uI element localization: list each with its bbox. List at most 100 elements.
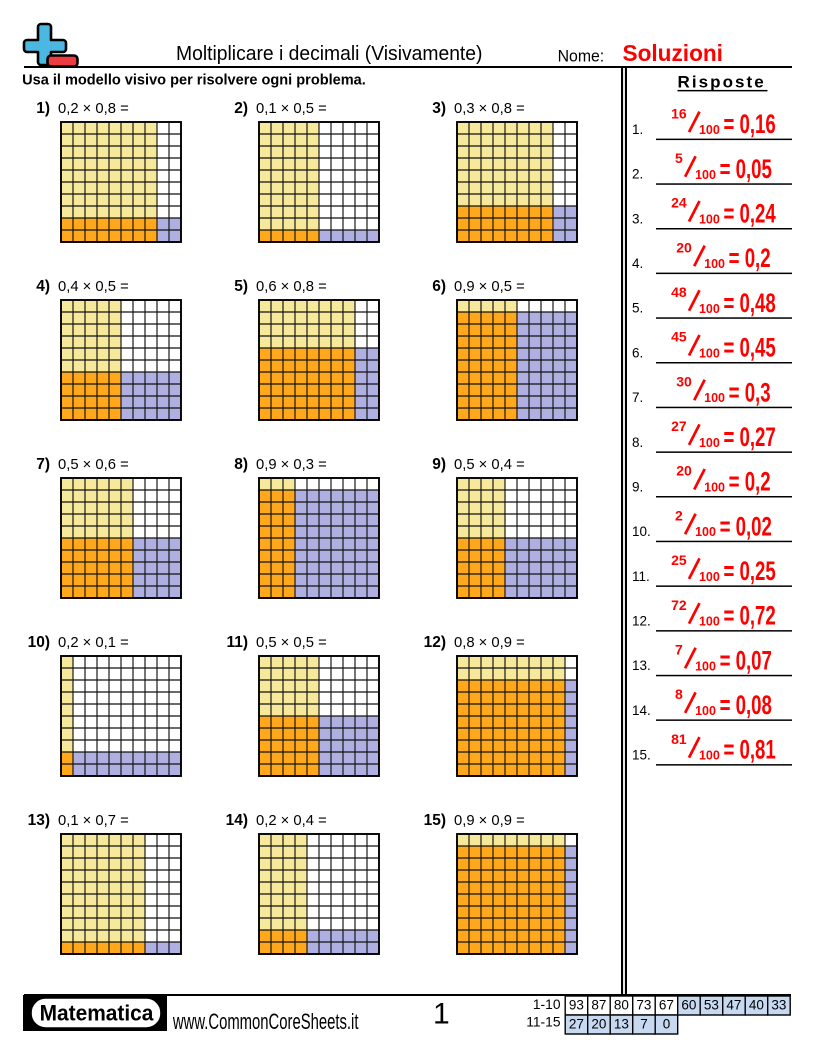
svg-text:= 0,45: = 0,45 xyxy=(723,332,775,362)
svg-text:= 0,48: = 0,48 xyxy=(723,287,775,317)
svg-text:7.: 7. xyxy=(632,390,643,405)
svg-text:0,1 × 0,5 =: 0,1 × 0,5 = xyxy=(256,101,327,117)
svg-text:Matematica: Matematica xyxy=(40,1001,155,1026)
svg-text:100: 100 xyxy=(695,168,716,182)
svg-text:Moltiplicare i decimali (Visiv: Moltiplicare i decimali (Visivamente) xyxy=(176,43,482,66)
svg-text:= 0,81: = 0,81 xyxy=(723,734,775,764)
svg-text:5: 5 xyxy=(675,150,683,166)
svg-text:48: 48 xyxy=(671,284,687,300)
svg-text:Nome:: Nome: xyxy=(558,47,605,65)
svg-text:7: 7 xyxy=(675,641,683,657)
svg-text:11.: 11. xyxy=(632,569,650,584)
svg-text:= 0,25: = 0,25 xyxy=(723,556,775,586)
svg-text:9.: 9. xyxy=(632,479,643,494)
svg-text:= 0,72: = 0,72 xyxy=(723,600,775,630)
svg-text:81: 81 xyxy=(671,731,687,747)
svg-text:10.: 10. xyxy=(632,524,651,539)
svg-text:100: 100 xyxy=(699,123,720,137)
svg-text:5): 5) xyxy=(234,278,248,295)
svg-text:4.: 4. xyxy=(632,256,643,271)
svg-text:7): 7) xyxy=(36,456,50,473)
svg-text:1-10: 1-10 xyxy=(533,997,561,1012)
svg-text:= 0,3: = 0,3 xyxy=(729,377,771,407)
svg-text:24: 24 xyxy=(671,195,687,211)
svg-text:14.: 14. xyxy=(632,703,651,718)
svg-text:80: 80 xyxy=(614,997,629,1012)
svg-text:= 0,07: = 0,07 xyxy=(720,645,772,675)
svg-text:6): 6) xyxy=(432,278,446,295)
svg-text:100: 100 xyxy=(699,302,720,316)
svg-text:27: 27 xyxy=(569,1016,584,1031)
svg-text:72: 72 xyxy=(671,597,687,613)
svg-text:67: 67 xyxy=(659,997,674,1012)
svg-text:0,5 × 0,6 =: 0,5 × 0,6 = xyxy=(58,457,129,473)
svg-text:73: 73 xyxy=(636,997,651,1012)
svg-text:8.: 8. xyxy=(632,435,643,450)
svg-text:100: 100 xyxy=(695,659,716,673)
svg-text:20: 20 xyxy=(676,239,692,255)
svg-text:8): 8) xyxy=(234,456,248,473)
svg-text:40: 40 xyxy=(749,997,764,1012)
svg-text:= 0,08: = 0,08 xyxy=(720,690,772,720)
svg-text:27: 27 xyxy=(671,418,687,434)
svg-text:60: 60 xyxy=(681,997,696,1012)
svg-text:13.: 13. xyxy=(632,658,651,673)
svg-text:100: 100 xyxy=(704,481,725,495)
svg-text:93: 93 xyxy=(569,997,584,1012)
svg-text:12.: 12. xyxy=(632,613,651,628)
svg-text:100: 100 xyxy=(699,570,720,584)
svg-text:0,3 × 0,8 =: 0,3 × 0,8 = xyxy=(454,101,525,117)
svg-text:12): 12) xyxy=(424,634,446,651)
svg-text:1.: 1. xyxy=(632,122,643,137)
svg-text:0,9 × 0,5 =: 0,9 × 0,5 = xyxy=(454,279,525,295)
svg-text:= 0,2: = 0,2 xyxy=(729,466,771,496)
svg-text:100: 100 xyxy=(699,347,720,361)
svg-text:33: 33 xyxy=(771,997,786,1012)
svg-text:www.CommonCoreSheets.it: www.CommonCoreSheets.it xyxy=(172,1010,359,1035)
svg-text:13: 13 xyxy=(614,1016,629,1031)
svg-text:100: 100 xyxy=(699,615,720,629)
svg-text:0,2 × 0,1 =: 0,2 × 0,1 = xyxy=(58,635,129,651)
svg-text:100: 100 xyxy=(704,391,725,405)
svg-text:100: 100 xyxy=(699,436,720,450)
svg-text:= 0,05: = 0,05 xyxy=(720,153,772,183)
svg-text:11): 11) xyxy=(226,634,248,651)
svg-text:11-15: 11-15 xyxy=(526,1015,561,1030)
svg-text:0,2 × 0,8 =: 0,2 × 0,8 = xyxy=(58,101,129,117)
svg-text:14): 14) xyxy=(226,812,248,829)
svg-text:20: 20 xyxy=(676,463,692,479)
svg-text:Risposte: Risposte xyxy=(678,73,766,92)
svg-text:4): 4) xyxy=(36,278,50,295)
svg-text:= 0,2: = 0,2 xyxy=(729,243,771,273)
svg-text:100: 100 xyxy=(695,704,716,718)
svg-text:0,9 × 0,9 =: 0,9 × 0,9 = xyxy=(454,813,525,829)
svg-text:0,9 × 0,3 =: 0,9 × 0,3 = xyxy=(256,457,327,473)
svg-text:Usa il modello visivo per riso: Usa il modello visivo per risolvere ogni… xyxy=(22,72,366,88)
svg-text:7: 7 xyxy=(640,1016,648,1031)
svg-text:6.: 6. xyxy=(632,345,643,360)
svg-text:45: 45 xyxy=(671,329,687,345)
svg-text:1: 1 xyxy=(433,997,450,1030)
svg-text:10): 10) xyxy=(28,634,50,651)
svg-text:9): 9) xyxy=(432,456,446,473)
svg-text:0,1 × 0,7 =: 0,1 × 0,7 = xyxy=(58,813,129,829)
svg-text:100: 100 xyxy=(695,525,716,539)
svg-text:0,4 × 0,5 =: 0,4 × 0,5 = xyxy=(58,279,129,295)
svg-text:Soluzioni: Soluzioni xyxy=(623,39,723,65)
svg-text:20: 20 xyxy=(591,1016,606,1031)
svg-text:= 0,24: = 0,24 xyxy=(723,198,775,228)
svg-text:2: 2 xyxy=(675,507,683,523)
svg-text:= 0,16: = 0,16 xyxy=(723,109,775,139)
svg-text:87: 87 xyxy=(591,997,606,1012)
svg-text:100: 100 xyxy=(699,212,720,226)
svg-text:16: 16 xyxy=(671,105,687,121)
svg-text:0,5 × 0,5 =: 0,5 × 0,5 = xyxy=(256,635,327,651)
svg-text:100: 100 xyxy=(699,749,720,763)
svg-text:5.: 5. xyxy=(632,301,643,316)
svg-text:0,6 × 0,8 =: 0,6 × 0,8 = xyxy=(256,279,327,295)
svg-text:15.: 15. xyxy=(632,748,651,763)
svg-text:8: 8 xyxy=(675,686,683,702)
svg-text:= 0,02: = 0,02 xyxy=(720,511,772,541)
svg-text:2): 2) xyxy=(234,100,248,117)
svg-text:2.: 2. xyxy=(632,167,643,182)
